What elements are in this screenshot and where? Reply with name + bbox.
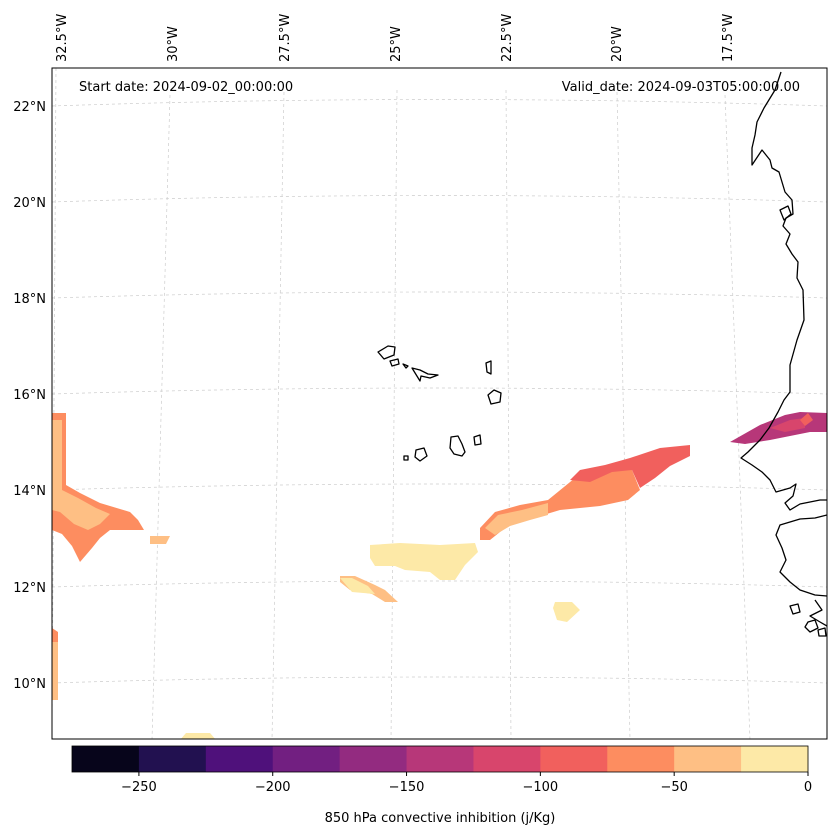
gridline-lat-18 <box>52 291 827 299</box>
bissagos-island-b <box>789 603 801 615</box>
gridline-lat-12 <box>52 580 827 588</box>
colorbar-swatch <box>540 746 608 772</box>
island-maio <box>473 434 482 446</box>
colorbar-swatch <box>272 746 341 772</box>
map-background <box>52 68 827 739</box>
lon-tick-label: 30°W <box>166 26 181 62</box>
lat-tick-labels: 22°N 20°N 18°N 16°N 14°N 12°N 10°N <box>13 100 46 692</box>
gridline-lat-14 <box>52 483 827 491</box>
colorbar-swatch <box>138 746 207 772</box>
colorbar-swatch <box>205 746 274 772</box>
colorbar-swatch <box>339 746 408 772</box>
coastlines <box>377 71 827 637</box>
lat-tick-label: 16°N <box>13 388 46 403</box>
bissagos-island-a <box>804 619 819 633</box>
gridline-lon-32-5 <box>52 68 57 739</box>
colorbar-swatch <box>406 746 474 772</box>
map-border <box>51 67 828 740</box>
lon-tick-labels: 32.5°W 30°W 27.5°W 25°W 22.5°W 20°W 17.5… <box>55 14 736 62</box>
island-santa-luzia <box>402 363 409 369</box>
lat-tick-label: 18°N <box>13 292 46 307</box>
colorbar-tick-label: −250 <box>121 780 157 795</box>
cin-region-east-band-pink <box>770 418 805 432</box>
cin-region-lower-blob-yellow <box>340 578 375 594</box>
island-boa-vista <box>487 389 502 405</box>
lat-tick-label: 12°N <box>13 581 46 596</box>
africa-coastline-guinea <box>809 599 827 627</box>
cin-region-west-small <box>150 536 170 544</box>
lon-tick-label: 27.5°W <box>278 14 293 62</box>
cin-contours <box>52 412 827 739</box>
cin-region-central-yellow <box>370 543 478 580</box>
colorbar-swatches <box>72 746 809 772</box>
cin-region-central-band-peach <box>485 503 548 535</box>
colorbar-tick-label: −150 <box>389 780 425 795</box>
africa-coastline-south <box>775 514 827 597</box>
lat-tick-label: 10°N <box>13 677 46 692</box>
colorbar-label: 850 hPa convective inhibition (j/Kg) <box>325 811 556 826</box>
start-date-label: Start date: 2024-09-02_00:00:00 <box>79 80 293 95</box>
africa-coastline <box>740 71 827 511</box>
lon-tick-label: 17.5°W <box>721 14 736 62</box>
island-sao-vicente <box>389 358 400 367</box>
colorbar-tick-label: −50 <box>660 780 687 795</box>
gridline-lat-20 <box>52 195 827 203</box>
cin-region-west-inner <box>52 420 110 530</box>
valid-date-label: Valid_date: 2024-09-03T05:00:00.00 <box>562 80 800 95</box>
gridline-lat-16 <box>52 387 827 395</box>
colorbar-tick-label: −100 <box>523 780 559 795</box>
cin-region-east-band-red <box>800 413 813 426</box>
cape-blanc-island <box>779 205 792 221</box>
lat-tick-label: 22°N <box>13 100 46 115</box>
gridline-lat-10 <box>52 676 827 684</box>
colorbar-border <box>71 745 809 773</box>
island-sao-nicolau <box>411 367 439 382</box>
gridline-lat-22 <box>52 99 827 107</box>
cin-region-isolated-yellow <box>553 602 580 622</box>
lon-tick-label: 32.5°W <box>55 14 70 62</box>
cin-region-west-outer <box>52 413 144 562</box>
gridline-lon-22-5 <box>505 89 512 739</box>
gridline-lon-27-5 <box>271 91 285 739</box>
colorbar-swatch <box>72 746 140 772</box>
bissagos-island-c <box>817 627 827 637</box>
colorbar: −250 −200 −150 −100 −50 0 850 hPa convective … <box>71 745 812 826</box>
lon-tick-label: 22.5°W <box>500 14 515 62</box>
colorbar-swatch <box>674 746 742 772</box>
colorbar-swatch <box>607 746 675 772</box>
colorbar-swatch <box>741 746 809 772</box>
island-fogo <box>414 447 428 462</box>
gridline-lon-20 <box>616 91 631 739</box>
island-sal <box>485 360 492 375</box>
island-santo-antao <box>377 345 396 360</box>
lon-tick-label: 25°W <box>389 26 404 62</box>
gridlines <box>52 68 827 739</box>
colorbar-swatch <box>473 746 541 772</box>
cin-region-central-band-red <box>570 445 690 488</box>
colorbar-tick-label: −200 <box>255 780 291 795</box>
gridline-lon-25 <box>390 89 398 739</box>
colorbar-tick-label: 0 <box>804 780 812 795</box>
island-brava <box>403 455 409 461</box>
island-santiago <box>449 435 466 457</box>
lon-tick-label: 20°W <box>610 26 625 62</box>
cin-region-south-edge <box>180 733 216 739</box>
colorbar-ticks: −250 −200 −150 −100 −50 0 <box>121 772 812 795</box>
lat-tick-label: 14°N <box>13 484 46 499</box>
cin-region-west-south-inner <box>52 642 58 700</box>
lat-tick-label: 20°N <box>13 196 46 211</box>
